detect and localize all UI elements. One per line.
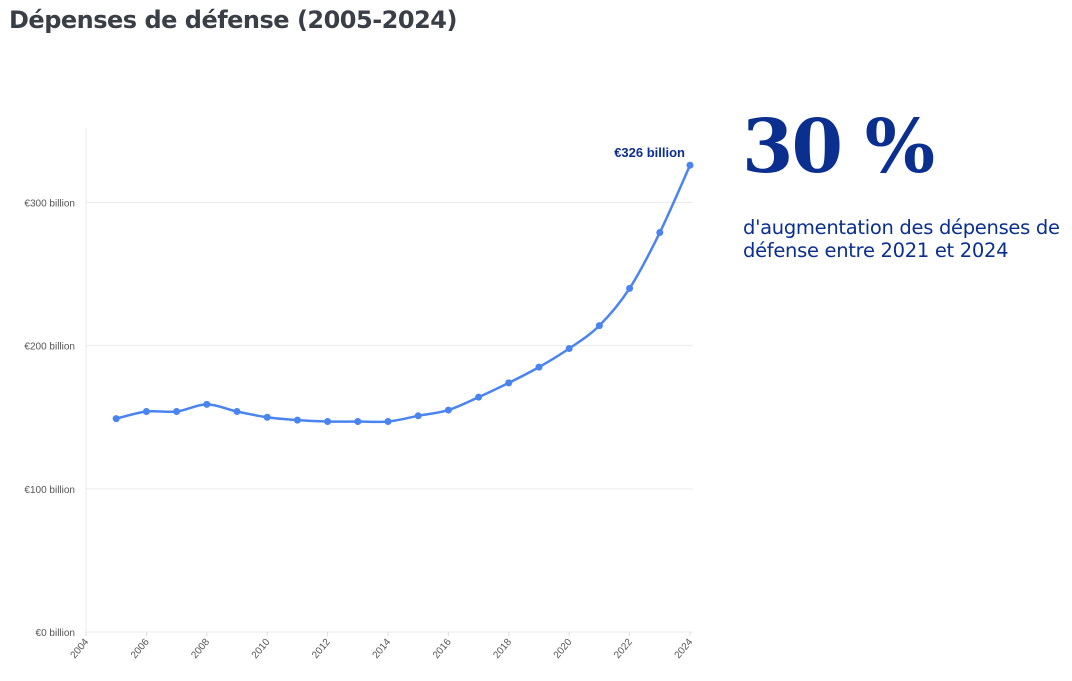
x-tick-label: 2018 xyxy=(491,637,514,661)
x-tick-label: 2004 xyxy=(69,637,92,661)
highlight-description: d'augmentation des dépenses de défense e… xyxy=(743,216,1060,262)
x-tick-label: 2014 xyxy=(371,637,394,661)
series-line xyxy=(115,164,692,424)
data-point xyxy=(414,412,422,420)
x-tick-label: 2006 xyxy=(129,637,152,661)
y-tick-label: €0 billion xyxy=(36,628,75,639)
data-point xyxy=(112,415,120,423)
x-tick-label: 2012 xyxy=(310,637,333,661)
data-point xyxy=(293,416,301,424)
data-point xyxy=(263,413,271,421)
x-tick-label: 2008 xyxy=(189,637,212,661)
y-tick-label: €200 billion xyxy=(24,342,75,353)
data-point xyxy=(444,406,452,414)
y-tick-label: €100 billion xyxy=(24,485,75,496)
x-tick-label: 2016 xyxy=(431,637,454,661)
x-tick-label: 2010 xyxy=(250,637,273,661)
data-label: €326 billion xyxy=(614,145,685,160)
data-point xyxy=(475,393,483,401)
data-point xyxy=(354,418,362,426)
x-tick-label: 2024 xyxy=(673,637,696,661)
data-point xyxy=(505,379,513,387)
data-point xyxy=(233,408,241,415)
x-tick-label: 2022 xyxy=(612,637,635,661)
data-point xyxy=(384,418,392,426)
data-point xyxy=(324,418,332,426)
data-point xyxy=(535,363,543,371)
chart-title: Dépenses de défense (2005-2024) xyxy=(9,6,457,34)
data-point xyxy=(142,408,150,415)
data-point xyxy=(595,322,603,330)
data-point xyxy=(656,229,664,237)
x-tick-label: 2020 xyxy=(552,637,575,661)
data-point xyxy=(203,400,211,408)
data-point xyxy=(686,161,694,169)
data-point xyxy=(565,345,573,352)
y-tick-label: €300 billion xyxy=(24,198,75,209)
data-point xyxy=(173,408,181,415)
data-point xyxy=(626,284,634,292)
highlight-value: 30 % xyxy=(742,104,935,190)
